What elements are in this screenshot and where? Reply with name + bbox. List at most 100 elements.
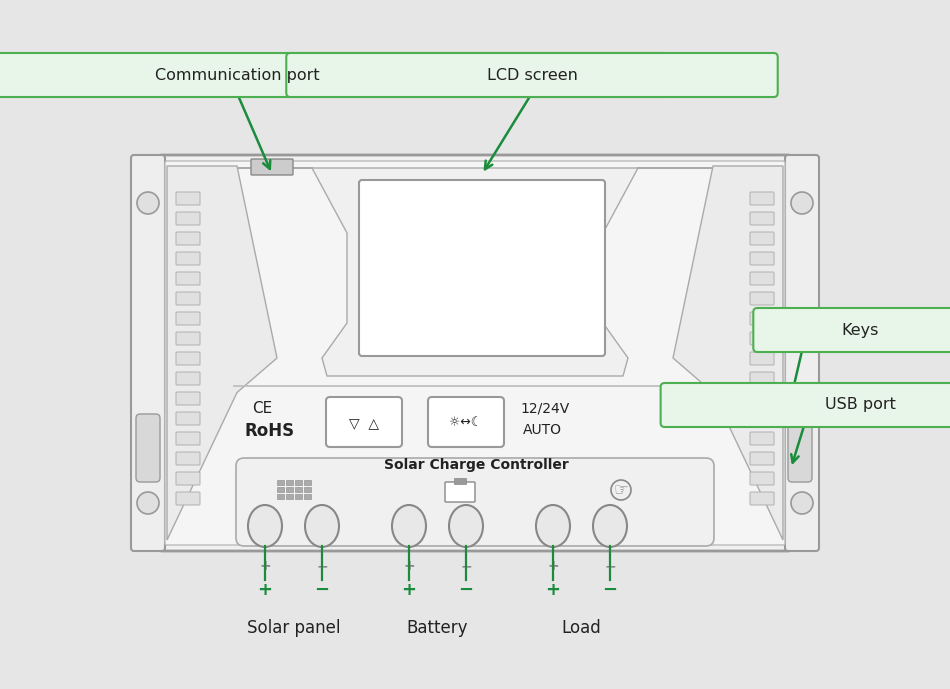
Text: Load: Load — [561, 619, 601, 637]
Text: ▽  △: ▽ △ — [349, 416, 379, 430]
Text: ☼↔☾: ☼↔☾ — [449, 416, 483, 429]
Text: +: + — [259, 559, 271, 573]
Text: −: − — [314, 581, 330, 599]
Text: USB port: USB port — [825, 398, 896, 413]
FancyBboxPatch shape — [176, 332, 200, 345]
Text: −: − — [604, 559, 616, 573]
FancyBboxPatch shape — [750, 452, 774, 465]
Text: −: − — [459, 581, 473, 599]
PathPatch shape — [167, 166, 277, 540]
Bar — [295, 480, 302, 485]
Text: +: + — [547, 559, 559, 573]
FancyBboxPatch shape — [236, 458, 714, 546]
Bar — [277, 480, 284, 485]
FancyBboxPatch shape — [176, 272, 200, 285]
Bar — [295, 487, 302, 492]
FancyBboxPatch shape — [750, 252, 774, 265]
FancyBboxPatch shape — [176, 472, 200, 485]
Text: AUTO: AUTO — [523, 423, 562, 437]
FancyBboxPatch shape — [750, 472, 774, 485]
FancyBboxPatch shape — [176, 252, 200, 265]
Text: RoHS: RoHS — [245, 422, 295, 440]
Text: −: − — [602, 581, 618, 599]
FancyBboxPatch shape — [750, 392, 774, 405]
FancyBboxPatch shape — [176, 432, 200, 445]
FancyBboxPatch shape — [750, 332, 774, 345]
Text: ☞: ☞ — [614, 481, 629, 499]
Text: Keys: Keys — [842, 322, 879, 338]
FancyBboxPatch shape — [750, 432, 774, 445]
Bar — [277, 487, 284, 492]
Circle shape — [137, 492, 159, 514]
Text: 12/24V: 12/24V — [520, 402, 569, 416]
FancyBboxPatch shape — [788, 414, 812, 482]
FancyBboxPatch shape — [750, 372, 774, 385]
FancyBboxPatch shape — [251, 159, 293, 175]
FancyBboxPatch shape — [750, 492, 774, 505]
Text: Solar panel: Solar panel — [247, 619, 340, 637]
Text: LCD screen: LCD screen — [486, 68, 578, 83]
FancyBboxPatch shape — [176, 292, 200, 305]
Bar — [304, 494, 311, 499]
Text: −: − — [460, 559, 472, 573]
Circle shape — [791, 492, 813, 514]
FancyBboxPatch shape — [750, 352, 774, 365]
FancyBboxPatch shape — [326, 397, 402, 447]
Text: Battery: Battery — [407, 619, 468, 637]
Bar — [286, 480, 293, 485]
Text: −: − — [316, 559, 328, 573]
FancyBboxPatch shape — [660, 383, 950, 427]
Ellipse shape — [305, 505, 339, 547]
PathPatch shape — [673, 166, 783, 540]
FancyBboxPatch shape — [445, 482, 475, 502]
FancyBboxPatch shape — [750, 192, 774, 205]
Bar — [304, 487, 311, 492]
FancyBboxPatch shape — [0, 53, 668, 97]
Bar — [295, 494, 302, 499]
FancyBboxPatch shape — [176, 412, 200, 425]
FancyBboxPatch shape — [753, 308, 950, 352]
Text: CE: CE — [252, 401, 273, 416]
Bar — [286, 487, 293, 492]
FancyBboxPatch shape — [359, 180, 605, 356]
FancyBboxPatch shape — [165, 161, 785, 545]
Circle shape — [137, 192, 159, 214]
Ellipse shape — [248, 505, 282, 547]
FancyBboxPatch shape — [286, 53, 778, 97]
FancyBboxPatch shape — [750, 312, 774, 325]
FancyBboxPatch shape — [750, 272, 774, 285]
Text: Solar Charge Controller: Solar Charge Controller — [384, 458, 568, 472]
Bar — [286, 494, 293, 499]
FancyBboxPatch shape — [176, 312, 200, 325]
FancyBboxPatch shape — [176, 452, 200, 465]
FancyBboxPatch shape — [750, 412, 774, 425]
FancyBboxPatch shape — [785, 155, 819, 551]
Ellipse shape — [392, 505, 426, 547]
FancyBboxPatch shape — [131, 155, 165, 551]
FancyBboxPatch shape — [176, 212, 200, 225]
FancyBboxPatch shape — [176, 492, 200, 505]
Ellipse shape — [449, 505, 483, 547]
FancyBboxPatch shape — [176, 232, 200, 245]
Bar — [277, 494, 284, 499]
FancyBboxPatch shape — [750, 212, 774, 225]
Text: +: + — [257, 581, 273, 599]
FancyBboxPatch shape — [176, 192, 200, 205]
FancyBboxPatch shape — [428, 397, 504, 447]
FancyBboxPatch shape — [750, 292, 774, 305]
Bar — [304, 480, 311, 485]
FancyBboxPatch shape — [750, 232, 774, 245]
PathPatch shape — [237, 168, 713, 376]
FancyBboxPatch shape — [176, 352, 200, 365]
FancyBboxPatch shape — [176, 392, 200, 405]
Circle shape — [791, 192, 813, 214]
FancyBboxPatch shape — [159, 155, 791, 551]
FancyBboxPatch shape — [136, 414, 160, 482]
Text: +: + — [403, 559, 415, 573]
FancyBboxPatch shape — [176, 372, 200, 385]
Text: +: + — [545, 581, 560, 599]
Ellipse shape — [536, 505, 570, 547]
Text: Communication port: Communication port — [155, 68, 319, 83]
Text: +: + — [402, 581, 416, 599]
Bar — [454, 478, 466, 484]
